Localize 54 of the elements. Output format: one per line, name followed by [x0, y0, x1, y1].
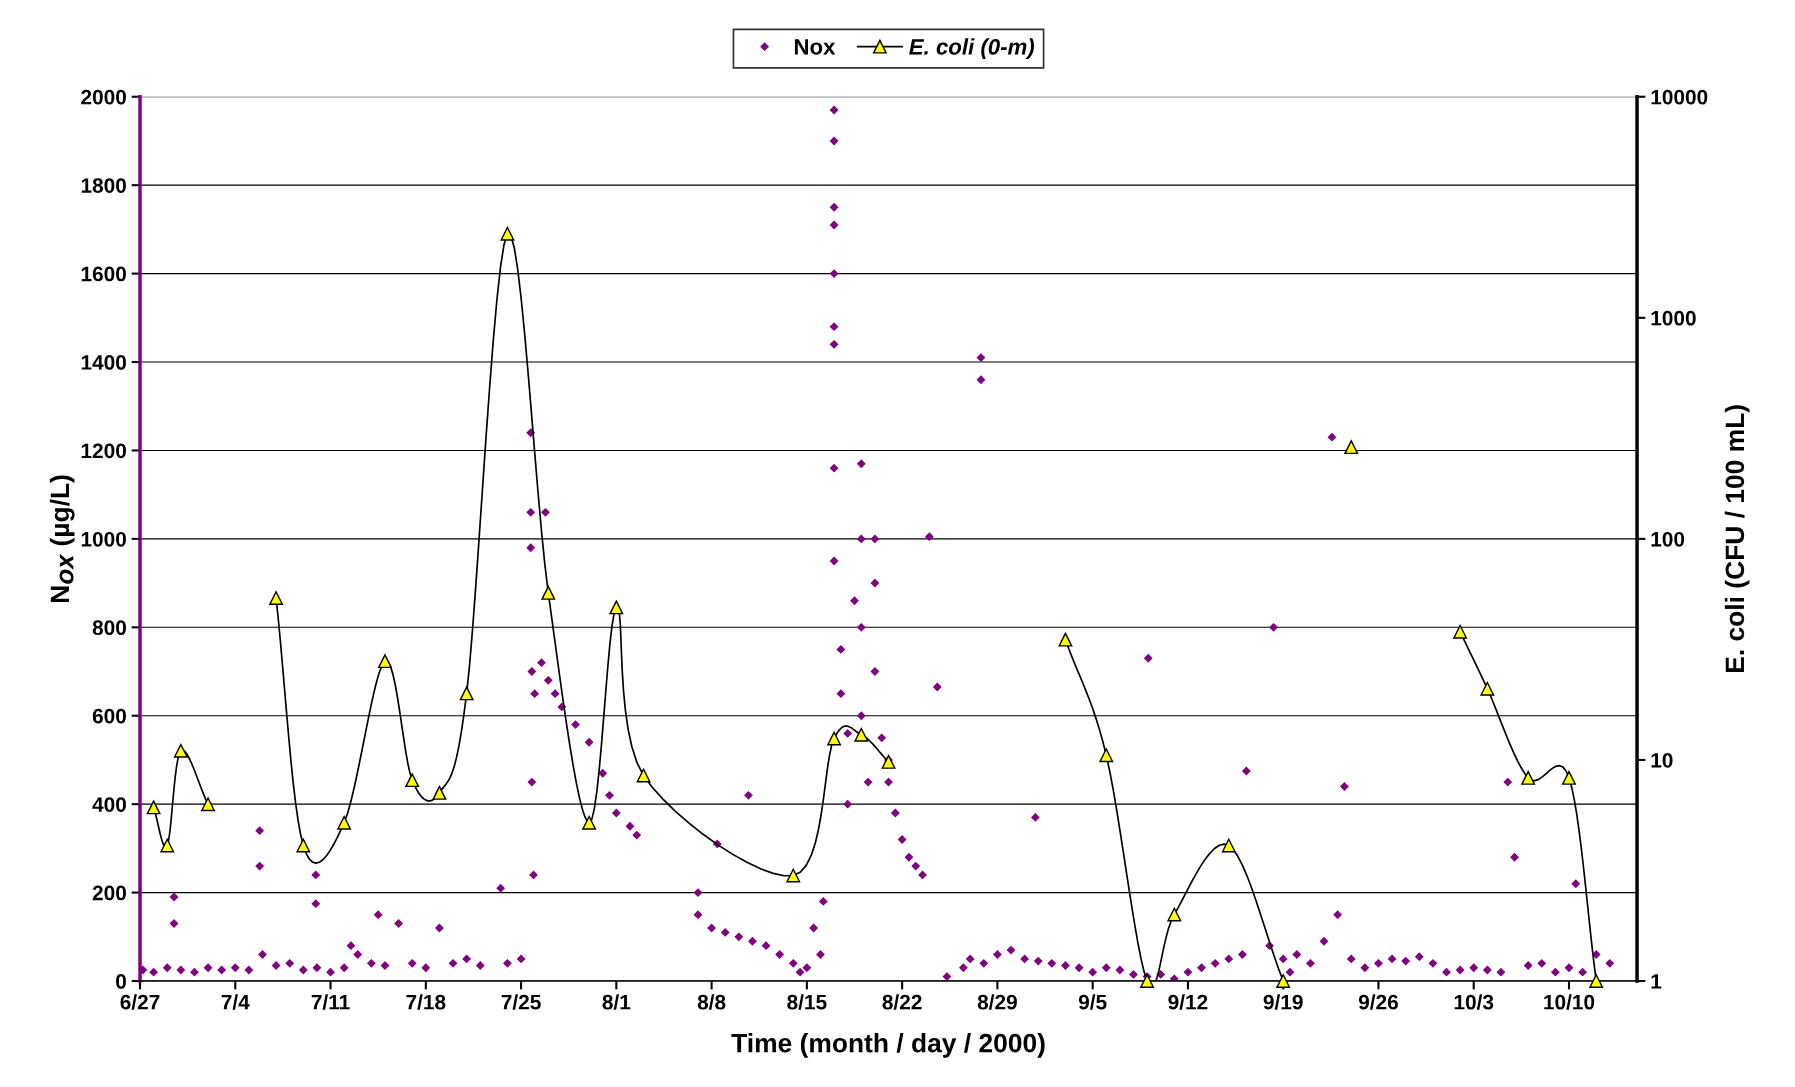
point: [541, 585, 556, 600]
x-tick-label: 6/27: [120, 994, 160, 1010]
y-tick-label: 200: [92, 885, 126, 901]
point: [827, 731, 842, 746]
y-tick-label: 2000: [81, 89, 126, 105]
x-tick-label: 8/15: [787, 994, 827, 1010]
y-axis-title: N$_{OX}$ (µg/L): [49, 475, 75, 603]
x-tick-label: 7/4: [221, 994, 250, 1010]
y2-tick-label: 10000: [1651, 89, 1708, 105]
point: [405, 773, 420, 788]
x-tick-label: 8/8: [697, 994, 726, 1010]
y2-tick-label: 10: [1651, 752, 1673, 768]
y-tick-label: 1400: [81, 355, 126, 370]
x-tick-label: 10/10: [1544, 994, 1595, 1010]
x-tick-label: 10/3: [1454, 994, 1494, 1010]
x-tick-label: 9/19: [1263, 994, 1303, 1010]
y2-tick-label: 1: [1651, 974, 1662, 989]
y-tick-label: 400: [92, 797, 126, 812]
y-tick-label: 1200: [81, 443, 126, 459]
x-tick-label: 9/5: [1078, 994, 1107, 1010]
y-tick-label: 0: [116, 974, 126, 989]
legend-label: Nox: [794, 39, 836, 55]
x-tick-label: 7/25: [501, 994, 541, 1010]
point: [636, 768, 651, 783]
point: [500, 226, 515, 241]
point: [378, 654, 392, 669]
point: [854, 727, 869, 742]
point: [786, 868, 801, 883]
y2-axis-title: E. coli (CFU / 100 mL): [1724, 405, 1750, 673]
x-tick-label: 8/22: [882, 994, 922, 1010]
x-tick-label: 8/29: [977, 994, 1017, 1010]
point: [609, 600, 624, 615]
y-tick-label: 600: [92, 708, 126, 724]
x-tick-label: 9/26: [1358, 994, 1398, 1010]
x-tick-label: 9/12: [1168, 994, 1208, 1010]
x-tick-label: 7/18: [406, 994, 446, 1010]
point: [337, 815, 352, 830]
point: [296, 838, 311, 853]
point: [881, 754, 896, 769]
point: [432, 785, 447, 800]
x-axis-title: Time (month / day / 2000): [731, 1033, 1045, 1058]
y2-tick-label: 1000: [1651, 310, 1696, 326]
y-tick-label: 800: [92, 620, 126, 636]
x-tick-label: 8/1: [602, 994, 631, 1010]
point: [582, 815, 597, 830]
point: [269, 591, 284, 605]
y2-tick-label: 100: [1651, 531, 1685, 547]
y-tick-label: 1800: [81, 178, 126, 193]
x-tick-label: 7/11: [311, 994, 350, 1010]
point: [1344, 440, 1359, 455]
legend-label: E. coli (0-m): [909, 38, 1035, 60]
point: [459, 686, 474, 701]
y-tick-label: 1600: [81, 266, 126, 282]
y-tick-label: 1000: [81, 531, 126, 547]
